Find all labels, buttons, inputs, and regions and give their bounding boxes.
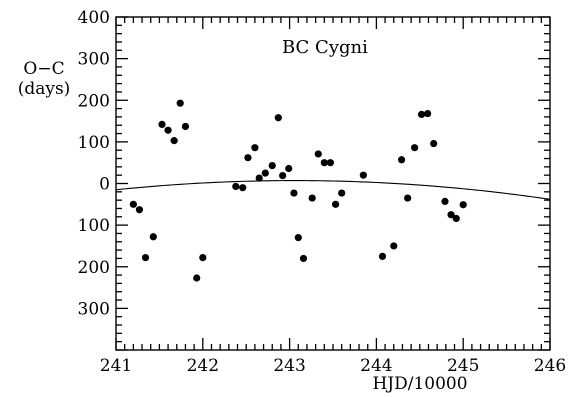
data-point — [424, 109, 432, 118]
tick-labels: 241 242 243 244 245 246 400 300 200 100 0 100 200 300 — [78, 8, 567, 376]
data-point — [141, 253, 150, 262]
axis-ticks — [115, 16, 551, 351]
data-point — [314, 150, 322, 158]
fit-curve-layer — [115, 180, 551, 200]
data-point — [232, 182, 240, 191]
data-point — [417, 110, 426, 119]
data-point — [320, 159, 328, 167]
data-point — [181, 122, 190, 131]
data-point — [441, 197, 449, 205]
data-point — [459, 201, 467, 209]
data-point — [452, 214, 460, 223]
data-point — [332, 200, 340, 208]
data-point — [199, 253, 207, 262]
data-point — [285, 164, 293, 173]
y-axis-label-line2: (days) — [18, 79, 71, 99]
x-tick-label: 242 — [187, 356, 219, 376]
data-point — [447, 211, 455, 219]
data-point — [268, 162, 276, 170]
data-point — [170, 137, 178, 145]
plot-frame — [115, 16, 551, 351]
x-tick-label: 246 — [534, 356, 566, 376]
data-point — [193, 274, 201, 282]
chart-title: BC Cygni — [282, 37, 368, 58]
data-point — [397, 156, 406, 164]
data-point — [158, 120, 166, 128]
x-tick-label: 244 — [360, 356, 392, 376]
data-point — [149, 233, 157, 241]
data-point — [390, 242, 398, 250]
y-tick-label: 0 — [99, 175, 110, 195]
data-point — [308, 194, 316, 202]
data-point — [294, 234, 302, 242]
x-tick-label: 243 — [273, 356, 305, 376]
fit-curve — [115, 180, 551, 200]
y-tick-label: 100 — [78, 133, 110, 153]
data-point — [239, 184, 247, 192]
data-points — [129, 99, 467, 282]
data-point — [274, 114, 282, 122]
data-point — [299, 254, 308, 263]
y-tick-label: 300 — [78, 50, 110, 70]
data-point — [410, 144, 419, 152]
y-tick-label: 100 — [78, 216, 110, 236]
y-tick-label: 400 — [78, 8, 110, 28]
y-tick-label: 300 — [78, 299, 110, 319]
data-point — [338, 189, 346, 197]
data-point — [290, 189, 298, 197]
data-point — [129, 200, 137, 208]
y-tick-label: 200 — [78, 258, 110, 278]
x-tick-label: 245 — [447, 356, 479, 376]
data-point — [176, 99, 184, 107]
data-point — [251, 144, 259, 152]
data-point — [244, 154, 252, 162]
data-point — [430, 139, 438, 148]
data-point — [164, 126, 172, 134]
data-point — [326, 159, 334, 167]
x-axis-label: HJD/10000 — [372, 374, 467, 394]
data-point — [135, 206, 144, 214]
data-point — [255, 174, 263, 182]
x-tick-label: 241 — [100, 356, 132, 376]
data-point — [279, 171, 287, 180]
data-point — [378, 252, 387, 260]
y-axis-label-line1: O−C — [23, 59, 64, 79]
data-point — [404, 194, 412, 202]
y-tick-label: 200 — [78, 91, 110, 111]
data-point — [261, 169, 269, 177]
data-point — [359, 171, 367, 179]
